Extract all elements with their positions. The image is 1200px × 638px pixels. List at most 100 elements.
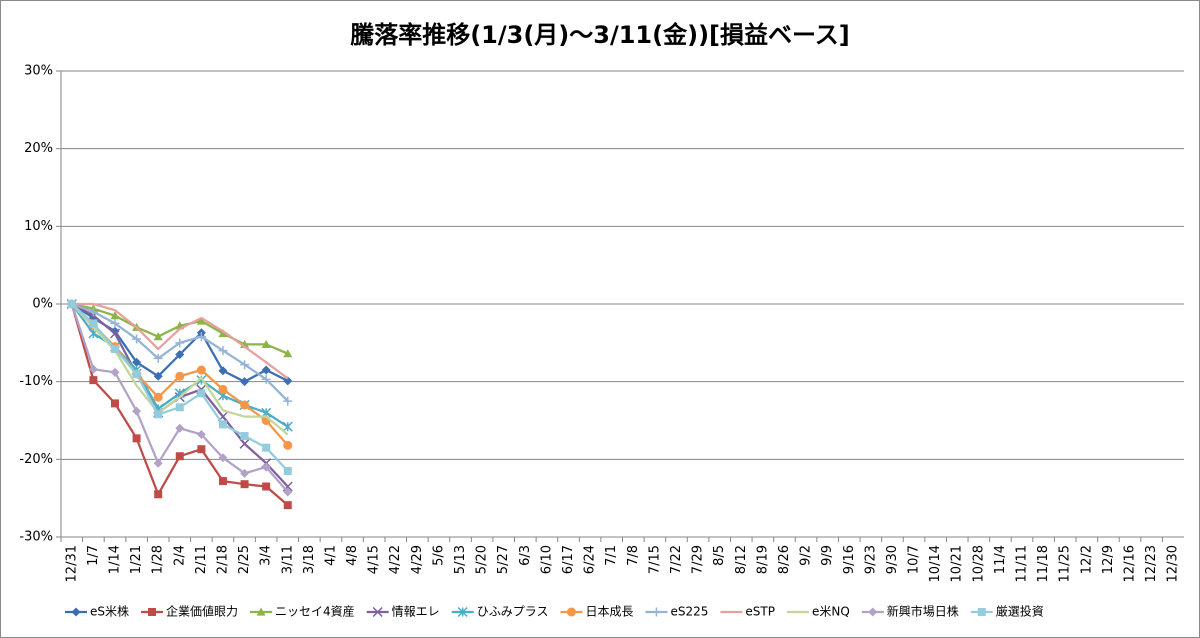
x-tick-label: 7/22	[669, 545, 684, 574]
x-tick-label: 10/21	[950, 545, 965, 582]
marker	[132, 369, 141, 378]
x-tick-label: 7/8	[626, 545, 641, 566]
marker	[262, 443, 271, 452]
marker	[89, 376, 98, 385]
marker	[218, 420, 227, 429]
legend-item: 企業価値眼力	[141, 604, 238, 619]
legend-label: 新興市場日株	[887, 604, 959, 619]
x-tick-label: 4/1	[323, 545, 338, 566]
x-tick-label: 1/7	[86, 545, 101, 566]
legend-label: eS米株	[90, 604, 129, 619]
y-tick-label: 30%	[24, 64, 53, 79]
x-tick-label: 12/23	[1144, 545, 1159, 582]
marker	[196, 429, 206, 439]
legend-item: 情報エレ	[366, 605, 440, 619]
marker	[218, 477, 227, 486]
series-line	[71, 302, 289, 380]
legend-label: eS225	[670, 605, 708, 619]
x-tick-label: 11/18	[1036, 545, 1051, 582]
legend-marker	[71, 607, 81, 617]
legend-label: eSTP	[745, 605, 775, 619]
marker	[218, 366, 228, 376]
marker	[175, 423, 185, 433]
marker	[283, 501, 292, 510]
x-tick-label: 4/29	[410, 545, 425, 574]
x-tick-label: 3/18	[302, 545, 317, 574]
x-tick-label: 2/25	[237, 545, 252, 574]
marker	[153, 332, 163, 341]
x-tick-label: 9/9	[820, 545, 835, 566]
marker	[153, 353, 163, 363]
marker	[154, 490, 163, 499]
marker	[261, 339, 271, 348]
x-tick-label: 8/12	[734, 545, 749, 574]
x-tick-label: 6/17	[561, 545, 576, 574]
marker	[110, 318, 120, 328]
marker	[283, 466, 292, 475]
legend-label: 企業価値眼力	[166, 604, 238, 619]
marker	[196, 365, 206, 375]
marker	[175, 371, 185, 381]
x-tick-label: 7/1	[604, 545, 619, 566]
marker	[88, 364, 98, 374]
legend-marker	[566, 607, 576, 617]
x-tick-label: 2/4	[172, 545, 187, 566]
x-tick-label: 3/4	[259, 545, 274, 566]
legend-marker	[651, 607, 661, 617]
marker	[175, 338, 185, 348]
legend-marker	[457, 606, 468, 618]
marker	[175, 403, 184, 412]
marker	[240, 468, 250, 478]
x-tick-label: 4/15	[367, 545, 382, 574]
marker	[261, 365, 271, 375]
x-tick-label: 10/7	[907, 545, 922, 574]
x-tick-label: 2/11	[194, 545, 209, 574]
marker	[132, 334, 142, 344]
marker	[282, 421, 293, 432]
marker	[239, 438, 250, 449]
marker	[110, 345, 119, 354]
marker	[261, 462, 271, 472]
x-tick-label: 11/25	[1058, 545, 1073, 582]
marker	[283, 396, 293, 406]
x-tick-label: 9/23	[863, 545, 878, 574]
marker	[240, 480, 249, 489]
marker	[110, 367, 120, 377]
legend-marker	[148, 608, 157, 616]
marker	[175, 349, 185, 359]
legend-item: 日本成長	[560, 605, 633, 619]
x-tick-label: 9/30	[885, 545, 900, 574]
marker	[218, 346, 228, 356]
chart-title: 騰落率推移(1/3(月)～3/11(金))[損益ベース]	[350, 21, 850, 49]
x-tick-label: 8/19	[755, 545, 770, 574]
y-tick-label: -10%	[19, 374, 53, 389]
legend-marker	[868, 607, 878, 617]
legend-label: ひふみプラス	[477, 605, 549, 619]
marker	[218, 329, 228, 338]
x-tick-label: 10/28	[971, 545, 986, 582]
x-tick-label: 12/2	[1079, 545, 1094, 574]
legend-item: ニッセイ4資産	[250, 604, 355, 619]
x-tick-label: 12/9	[1101, 545, 1116, 574]
legend-item: eS225	[645, 605, 708, 619]
x-tick-label: 11/11	[1015, 545, 1030, 582]
legend-marker	[372, 606, 383, 618]
y-tick-label: 10%	[24, 219, 53, 234]
x-tick-label: 12/31	[64, 545, 79, 582]
x-tick-label: 6/10	[539, 545, 554, 574]
legend-item: ひふみプラス	[451, 605, 549, 619]
marker	[153, 458, 163, 468]
marker	[196, 316, 206, 325]
marker	[240, 360, 250, 370]
marker	[89, 319, 98, 328]
marker	[283, 376, 293, 386]
x-tick-label: 2/18	[215, 545, 230, 574]
x-tick-label: 7/29	[691, 545, 706, 574]
x-tick-label: 8/26	[777, 545, 792, 574]
marker	[283, 487, 293, 497]
legend-label: 情報エレ	[392, 605, 440, 619]
marker	[175, 452, 184, 461]
x-tick-label: 11/4	[993, 545, 1008, 574]
